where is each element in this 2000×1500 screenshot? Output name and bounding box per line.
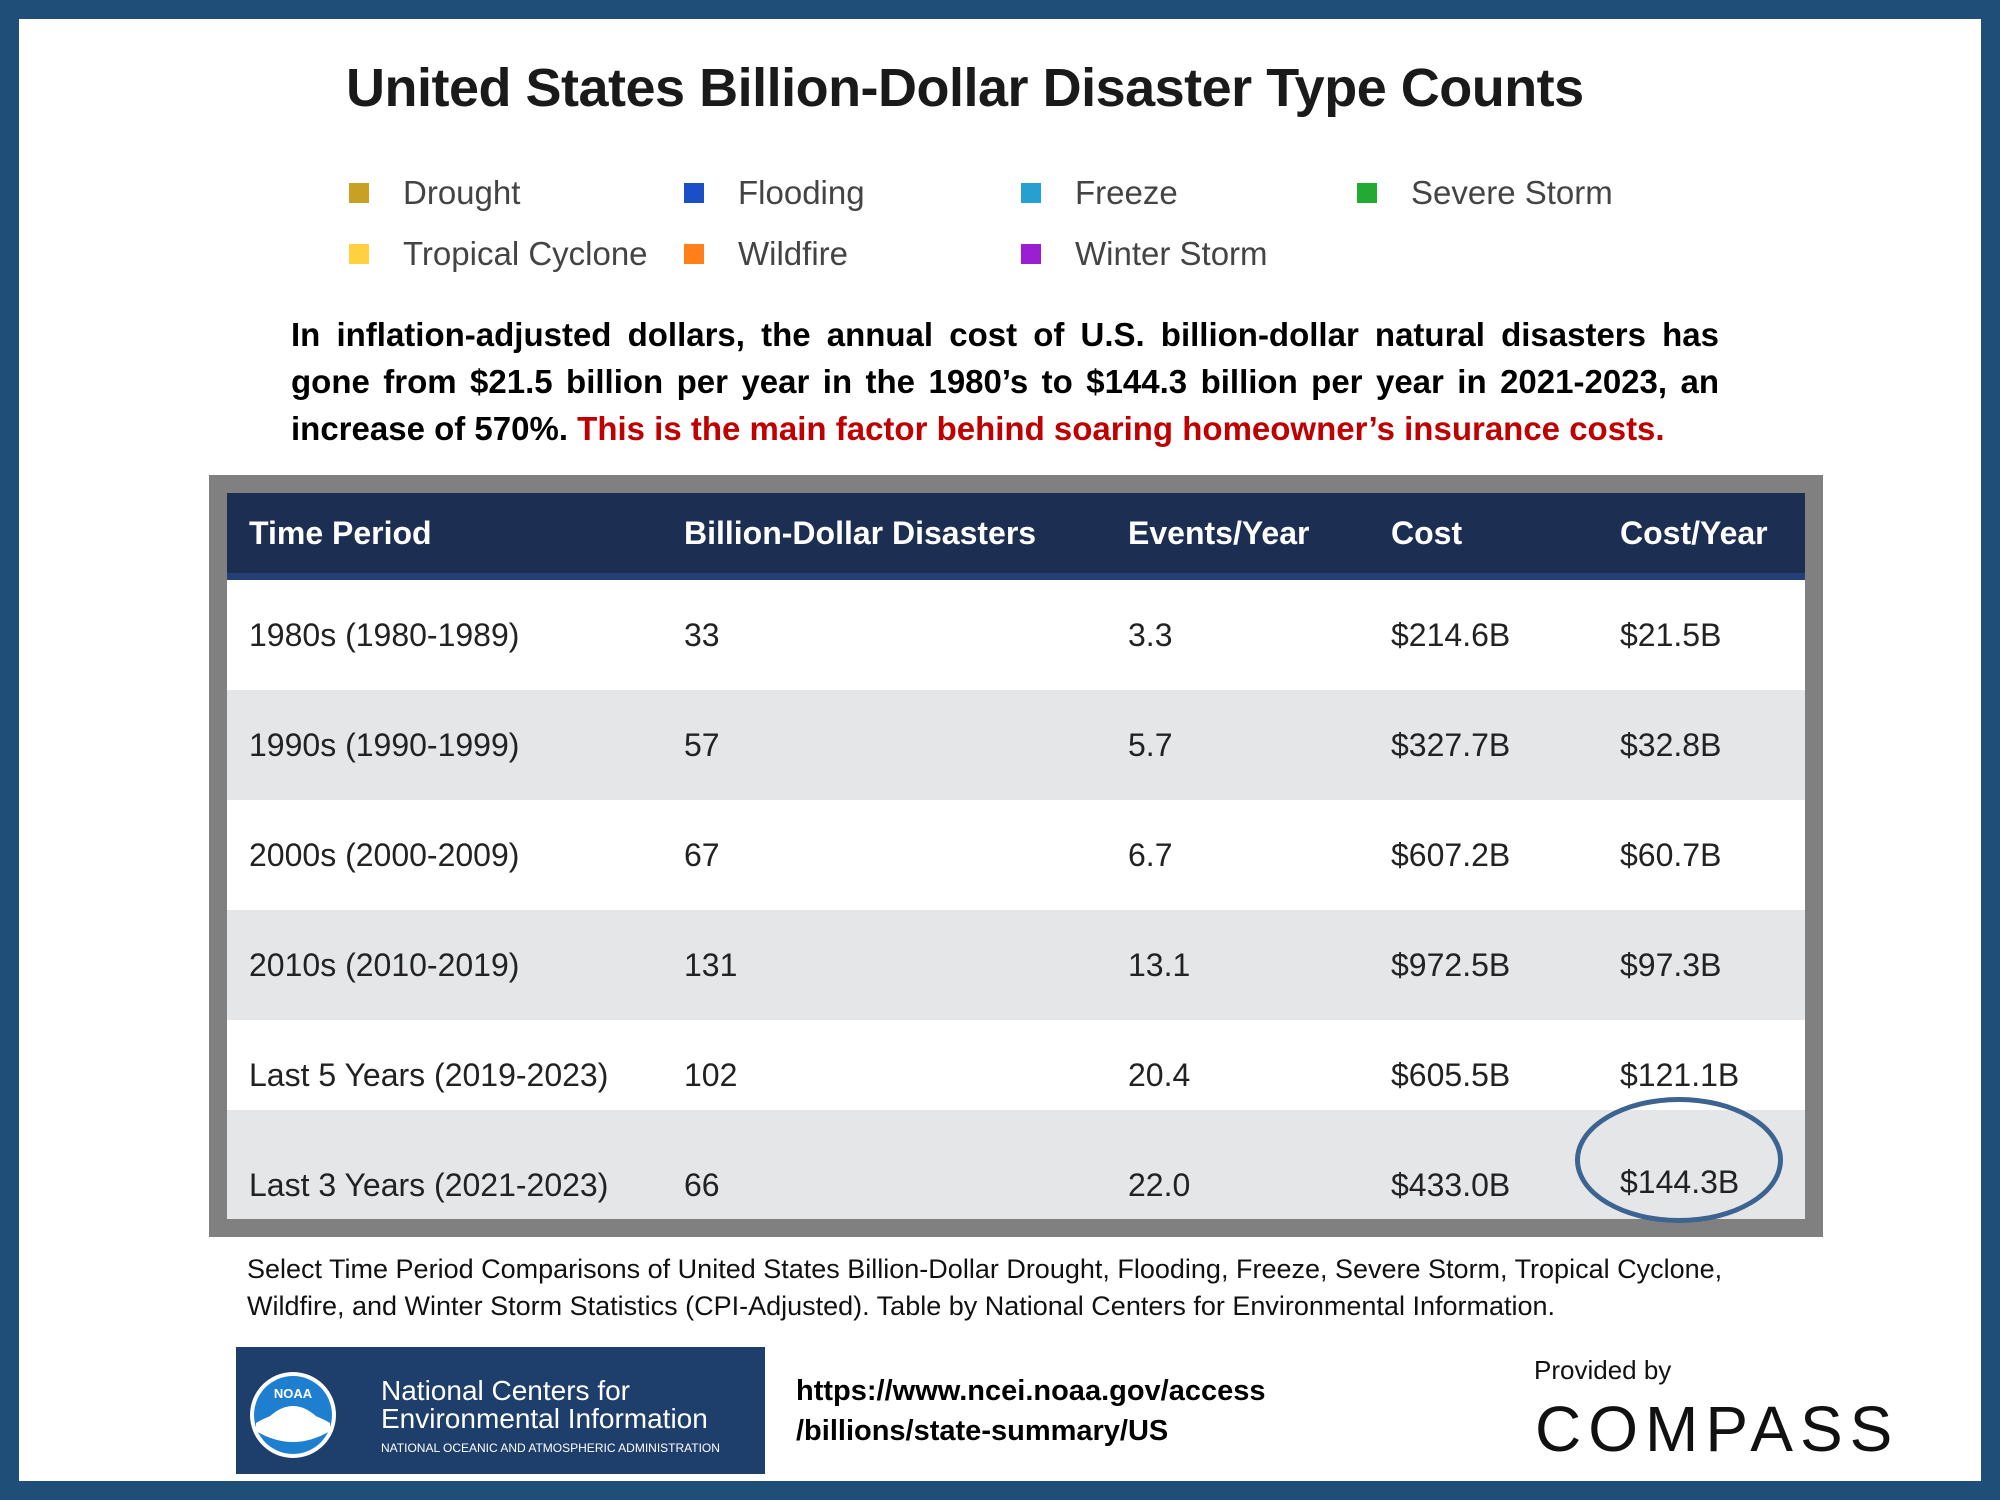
table-row: Last 3 Years (2021-2023) 66 22.0 $433.0B… [227,1110,1805,1219]
legend-item-winter-storm: Winter Storm [1021,234,1268,274]
table-row: Last 5 Years (2019-2023) 102 20.4 $605.5… [227,1020,1805,1130]
legend-label: Wildfire [738,235,849,272]
legend-label: Severe Storm [1411,174,1613,211]
table-header-row: Time Period Billion-Dollar Disasters Eve… [227,493,1805,580]
summary-text: In inflation-adjusted dollars, the annua… [291,316,1719,447]
cell-cost-per-year: $60.7B [1620,837,1722,873]
ncei-name-line2: Environmental Information [381,1403,708,1434]
column-header-events-per-year: Events/Year [1128,515,1310,551]
cell-cost: $214.6B [1391,617,1511,653]
cell-disasters: 131 [684,947,738,983]
tropical-cyclone-swatch-icon [349,244,369,264]
noaa-emblem-icon: NOAA [250,1372,336,1458]
cell-time-period: Last 3 Years (2021-2023) [249,1167,609,1203]
cell-events-per-year: 13.1 [1128,947,1191,983]
cell-events-per-year: 3.3 [1128,617,1173,653]
table-row: 2000s (2000-2009) 67 6.7 $607.2B $60.7B [227,800,1805,910]
cell-time-period: 2010s (2010-2019) [249,947,520,983]
cell-time-period: Last 5 Years (2019-2023) [249,1057,609,1093]
provided-by-label: Provided by [1534,1355,1672,1385]
page-title: United States Billion-Dollar Disaster Ty… [346,58,1584,118]
severe-storm-swatch-icon [1357,183,1377,203]
legend-label: Freeze [1075,174,1178,211]
cell-events-per-year: 20.4 [1128,1057,1191,1093]
table-row: 1990s (1990-1999) 57 5.7 $327.7B $32.8B [227,690,1805,800]
legend-item-freeze: Freeze [1021,173,1178,213]
cell-disasters: 33 [684,617,720,653]
cell-disasters: 57 [684,727,720,763]
ncei-logo: NOAA National Centers for Environmental … [236,1347,765,1474]
cell-cost-per-year: $121.1B [1620,1057,1740,1093]
cell-cost-per-year: $21.5B [1620,617,1722,653]
cell-cost: $607.2B [1391,837,1511,873]
noaa-logo-text: NOAA [274,1386,313,1401]
data-table-body: Time Period Billion-Dollar Disasters Eve… [227,493,1805,1219]
compass-logo: COMPASS [1535,1393,1900,1465]
cell-events-per-year: 22.0 [1128,1167,1191,1203]
cell-events-per-year: 6.7 [1128,837,1173,873]
cell-disasters: 67 [684,837,720,873]
highlight-circle [1575,1097,1783,1223]
column-header-disasters: Billion-Dollar Disasters [684,515,1037,551]
drought-swatch-icon [349,183,369,203]
cell-disasters: 66 [684,1167,720,1203]
cell-time-period: 1980s (1980-1989) [249,617,520,653]
cell-cost-per-year: $32.8B [1620,727,1722,763]
freeze-swatch-icon [1021,183,1041,203]
flooding-swatch-icon [684,183,704,203]
column-header-cost: Cost [1391,515,1463,551]
cell-time-period: 1990s (1990-1999) [249,727,520,763]
legend-label: Drought [403,174,521,211]
ncei-name-line1: National Centers for [381,1375,631,1406]
source-url-line2: /billions/state-summary/US [796,1415,1169,1447]
legend-label: Flooding [738,174,865,211]
wildfire-swatch-icon [684,244,704,264]
table-caption: Select Time Period Comparisons of United… [247,1254,1723,1321]
legend-item-severe-storm: Severe Storm [1357,173,1613,213]
data-table: Time Period Billion-Dollar Disasters Eve… [209,475,1823,1237]
table-row: 1980s (1980-1989) 33 3.3 $214.6B $21.5B [227,580,1805,690]
winter-storm-swatch-icon [1021,244,1041,264]
source-url-line1: https://www.ncei.noaa.gov/access [796,1375,1266,1407]
cell-cost: $605.5B [1391,1057,1511,1093]
cell-cost: $972.5B [1391,947,1511,983]
cell-cost-per-year: $97.3B [1620,947,1722,983]
table-row: 2010s (2010-2019) 131 13.1 $972.5B $97.3… [227,910,1805,1020]
legend-item-drought: Drought [349,173,520,213]
legend-label: Winter Storm [1075,235,1268,272]
ncei-parent-agency: NATIONAL OCEANIC AND ATMOSPHERIC ADMINIS… [381,1441,720,1455]
cell-cost: $433.0B [1391,1167,1511,1203]
legend-item-tropical-cyclone: Tropical Cyclone [349,234,648,274]
legend-label: Tropical Cyclone [403,235,648,272]
cell-disasters: 102 [684,1057,738,1093]
column-header-time-period: Time Period [249,515,432,551]
summary-highlight: This is the main factor behind soaring h… [577,410,1665,447]
legend-item-flooding: Flooding [684,173,865,213]
source-url[interactable]: https://www.ncei.noaa.gov/access /billio… [796,1371,1266,1451]
cell-cost: $327.7B [1391,727,1511,763]
cell-time-period: 2000s (2000-2009) [249,837,520,873]
column-header-cost-per-year: Cost/Year [1620,515,1768,551]
legend-item-wildfire: Wildfire [684,234,848,274]
cell-events-per-year: 5.7 [1128,727,1173,763]
summary-paragraph: In inflation-adjusted dollars, the annua… [291,311,1719,452]
